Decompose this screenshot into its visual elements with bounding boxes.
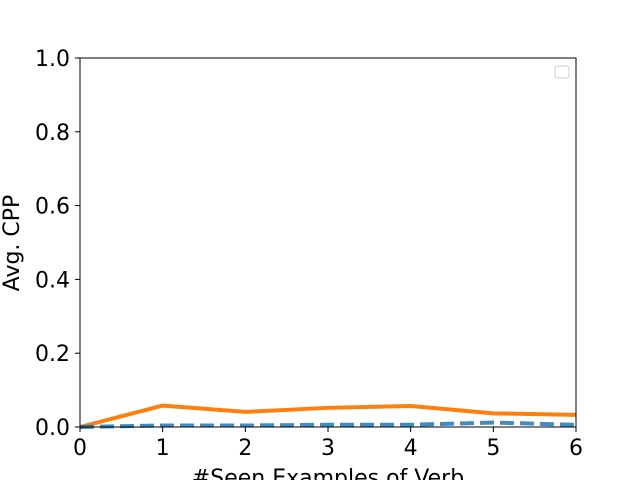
x-tick-label: 1 — [156, 436, 170, 461]
y-tick-label: 0.6 — [35, 195, 70, 220]
y-axis: 0.0 0.2 0.4 0.6 0.8 1.0 — [35, 47, 80, 441]
x-tick-label: 2 — [238, 436, 252, 461]
y-tick-label: 0.8 — [35, 121, 70, 146]
series-line-0 — [79, 403, 577, 429]
y-tick-label: 0.0 — [35, 416, 70, 441]
x-tick-label: 0 — [73, 436, 87, 461]
y-tick-label: 0.4 — [35, 268, 70, 293]
x-tick-label: 6 — [569, 436, 583, 461]
legend-box — [554, 65, 570, 79]
x-tick-label: 5 — [486, 436, 500, 461]
x-axis-label: #Seen Examples of Verb — [192, 466, 464, 480]
y-tick-label: 1.0 — [35, 47, 70, 72]
plot-frame — [79, 57, 577, 428]
x-axis: 0 1 2 3 4 5 6 — [73, 427, 583, 461]
series-line-1 — [79, 420, 577, 429]
x-tick-label: 4 — [404, 436, 418, 461]
y-tick-label: 0.2 — [35, 342, 70, 367]
x-tick-label: 3 — [321, 436, 335, 461]
plot-lines — [79, 403, 577, 429]
y-axis-label: Avg. CPP — [0, 195, 25, 292]
